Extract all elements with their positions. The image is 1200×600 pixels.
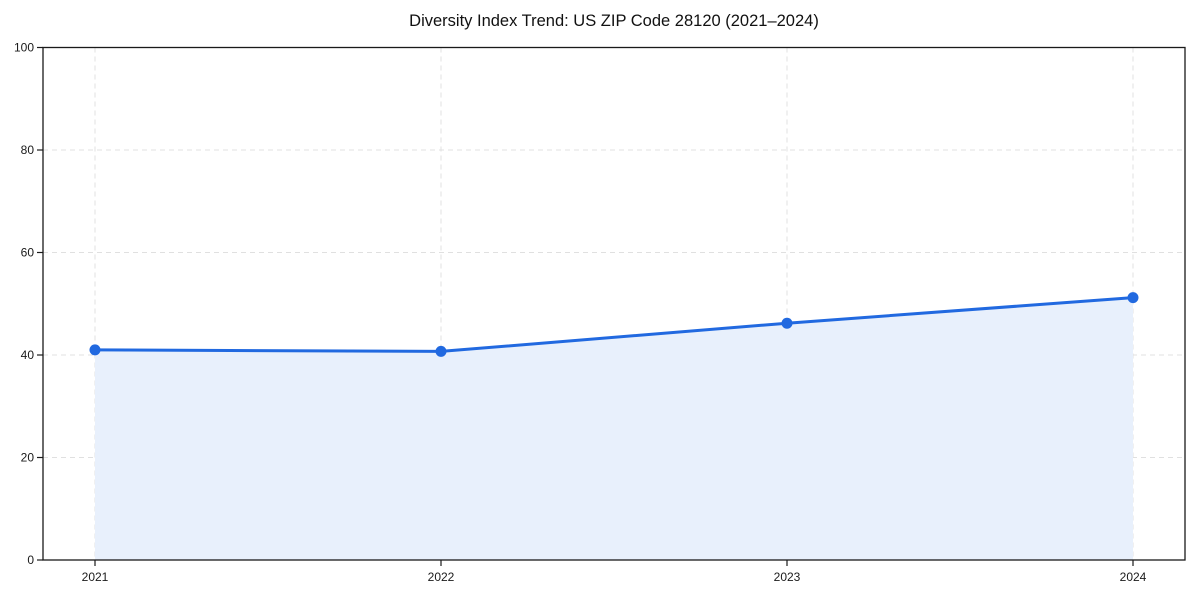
data-point-marker: [781, 317, 793, 329]
x-tick-label: 2022: [428, 570, 455, 584]
x-tick-label: 2021: [82, 570, 109, 584]
y-tick-label: 60: [21, 246, 35, 260]
chart-title: Diversity Index Trend: US ZIP Code 28120…: [409, 12, 819, 30]
trend-line: [93, 296, 1135, 353]
x-tick-label: 2024: [1120, 570, 1147, 584]
plot-border: [42, 46, 1186, 561]
y-tick-label: 80: [21, 143, 35, 157]
data-point-marker: [1127, 292, 1139, 304]
y-tick-label: 100: [14, 41, 34, 55]
area-fill: [95, 297, 1133, 560]
data-point-marker: [435, 345, 447, 357]
data-point-marker: [89, 344, 101, 356]
y-tick-label: 40: [21, 348, 35, 362]
x-tick-label: 2023: [774, 570, 801, 584]
y-tick-label: 0: [27, 553, 34, 567]
y-tick-label: 20: [21, 451, 35, 465]
